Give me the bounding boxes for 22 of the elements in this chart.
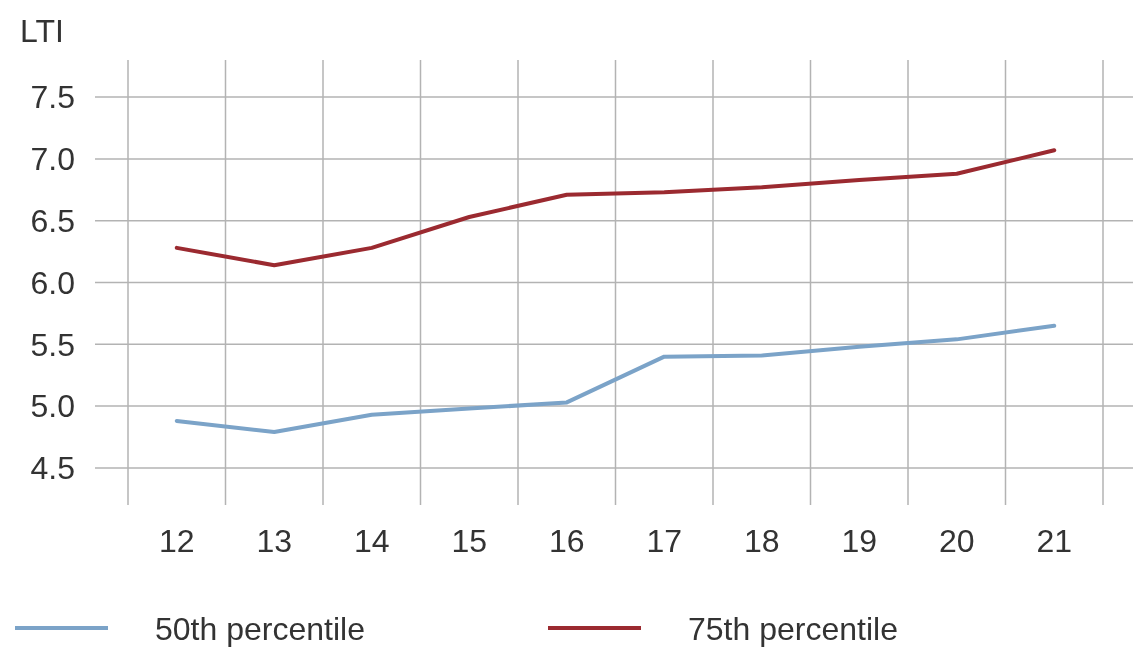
y-tick-label: 5.5 xyxy=(30,326,75,363)
y-tick-label: 7.0 xyxy=(30,141,75,178)
x-tick-label: 16 xyxy=(548,523,585,559)
y-tick-label: 4.5 xyxy=(30,450,75,487)
x-tick-label: 15 xyxy=(451,523,488,559)
y-tick-label: 7.5 xyxy=(30,79,75,116)
x-tick-label: 17 xyxy=(646,523,683,559)
y-tick-label: 6.5 xyxy=(30,202,75,239)
legend-label: 75th percentile xyxy=(688,611,898,647)
x-tick-label: 12 xyxy=(158,523,195,559)
line-series xyxy=(174,323,1057,435)
x-tick-label: 19 xyxy=(841,523,878,559)
y-tick-label: 6.0 xyxy=(30,264,75,301)
x-tick-label: 21 xyxy=(1036,523,1073,559)
x-tick-label: 18 xyxy=(743,523,780,559)
line-series xyxy=(174,148,1057,268)
x-tick-label: 13 xyxy=(256,523,293,559)
y-tick-label: 5.0 xyxy=(30,388,75,425)
x-tick-label: 20 xyxy=(938,523,975,559)
legend-label: 50th percentile xyxy=(155,611,365,647)
y-axis-title: LTI xyxy=(20,13,64,49)
x-tick-label: 14 xyxy=(353,523,390,559)
